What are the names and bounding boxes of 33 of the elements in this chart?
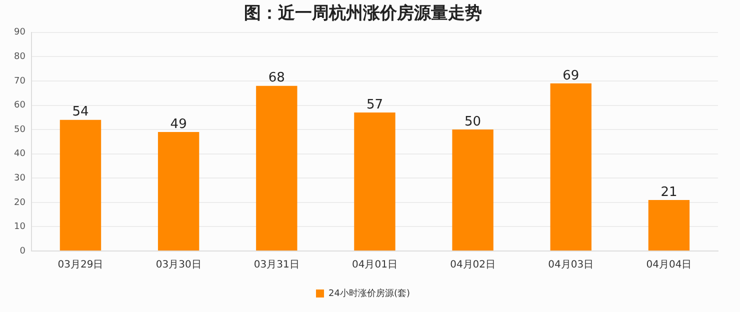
y-tick-label: 30: [14, 173, 26, 184]
data-label: 21: [660, 184, 678, 200]
data-label: 68: [268, 70, 285, 86]
bar: [60, 120, 102, 250]
chart-title: 图：近一周杭州涨价房源量走势: [244, 4, 482, 24]
bar: [158, 132, 200, 250]
y-tick-label: 10: [14, 222, 26, 232]
bar: [550, 83, 592, 250]
data-label: 49: [170, 116, 187, 132]
y-tick-label: 70: [14, 76, 26, 86]
data-label: 57: [366, 97, 383, 112]
legend-label: 24小时涨价房源(套): [328, 288, 410, 299]
x-tick-label: 04月03日: [548, 260, 594, 271]
data-label: 54: [72, 104, 89, 120]
y-tick-label: 50: [14, 124, 26, 135]
y-tick-label: 80: [14, 52, 26, 62]
bar: [354, 112, 396, 250]
bar: [256, 86, 298, 250]
x-tick-label: 03月30日: [156, 260, 202, 271]
x-tick-label: 04月04日: [646, 260, 692, 271]
y-tick-label: 0: [20, 246, 26, 256]
bar: [648, 200, 690, 250]
x-tick-label: 04月02日: [450, 260, 496, 271]
data-label: 50: [464, 114, 482, 130]
bar: [452, 130, 494, 250]
y-tick-label: 90: [14, 28, 26, 38]
data-label: 69: [562, 68, 580, 84]
y-tick-label: 60: [14, 100, 26, 111]
x-tick-label: 04月01日: [352, 260, 398, 271]
x-tick-label: 03月31日: [254, 260, 300, 271]
y-tick-label: 40: [14, 149, 26, 160]
y-tick-label: 20: [14, 198, 26, 208]
x-tick-label: 03月29日: [58, 260, 104, 271]
